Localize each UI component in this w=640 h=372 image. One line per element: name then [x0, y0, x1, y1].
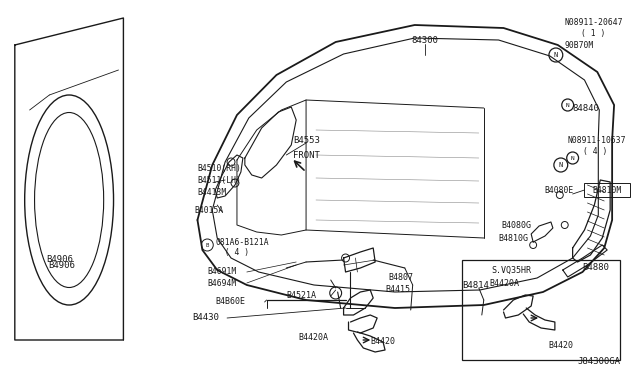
- Text: S.VQ35HR: S.VQ35HR: [492, 266, 532, 275]
- Text: B4015A: B4015A: [195, 205, 224, 215]
- Text: ( 1 ): ( 1 ): [580, 29, 605, 38]
- Text: N: N: [559, 162, 563, 168]
- Text: FRONT: FRONT: [293, 151, 320, 160]
- Text: B4553: B4553: [293, 135, 320, 144]
- Text: B4420: B4420: [370, 337, 396, 346]
- Text: 90B70M: 90B70M: [564, 41, 594, 49]
- Text: B: B: [205, 243, 209, 247]
- Text: B4080G: B4080G: [502, 221, 532, 230]
- Text: ( 4 ): ( 4 ): [584, 147, 608, 155]
- Text: B4511(LH): B4511(LH): [198, 176, 241, 185]
- Text: N: N: [554, 52, 558, 58]
- Text: B4510(RH): B4510(RH): [198, 164, 241, 173]
- Text: B4906: B4906: [46, 256, 73, 264]
- Text: J84300GA: J84300GA: [577, 357, 620, 366]
- Text: 84300: 84300: [411, 35, 438, 45]
- Text: 84840: 84840: [573, 103, 600, 112]
- Text: B4521A: B4521A: [286, 291, 316, 299]
- Text: B4691M: B4691M: [207, 267, 237, 276]
- Text: B4694M: B4694M: [207, 279, 237, 288]
- Text: B4B60E: B4B60E: [215, 298, 245, 307]
- Text: B4420: B4420: [548, 340, 573, 350]
- Text: B4420A: B4420A: [298, 334, 328, 343]
- Text: N08911-10537: N08911-10537: [568, 135, 626, 144]
- Text: B4810M: B4810M: [593, 186, 622, 195]
- Text: 081A6-B121A: 081A6-B121A: [215, 237, 269, 247]
- Text: B4810G: B4810G: [499, 234, 529, 243]
- Text: B4906: B4906: [48, 260, 75, 269]
- Text: N08911-20647: N08911-20647: [564, 17, 623, 26]
- Text: B4415: B4415: [385, 285, 410, 295]
- Text: B4430: B4430: [193, 314, 220, 323]
- Text: B4413M: B4413M: [198, 187, 227, 196]
- Text: B4420A: B4420A: [490, 279, 520, 288]
- Text: B4807: B4807: [388, 273, 413, 282]
- Text: ( 4 ): ( 4 ): [215, 248, 250, 257]
- Text: B4080E: B4080E: [544, 186, 573, 195]
- Text: N: N: [571, 155, 575, 160]
- Text: B4814: B4814: [462, 280, 489, 289]
- Text: B4880: B4880: [582, 263, 609, 273]
- Text: N: N: [566, 103, 570, 108]
